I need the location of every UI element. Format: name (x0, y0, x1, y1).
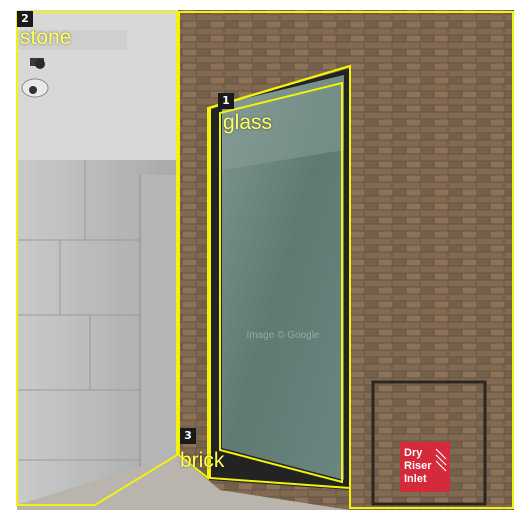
annotation-label-glass: glass (223, 111, 273, 134)
glass-annotation-inner-outline (219, 81, 343, 484)
dry-riser-panel (371, 380, 487, 506)
sign-line-3: Inlet (404, 473, 427, 485)
stone-annotation-outline (16, 11, 178, 506)
sign-line-2: Riser (404, 460, 432, 472)
annotation-label-stone: stone (20, 26, 72, 49)
security-camera-icon (21, 58, 49, 98)
annotation-label-brick: brick (180, 449, 225, 472)
stone-column (17, 10, 177, 505)
annotation-number-1: 1 (218, 93, 234, 109)
annotation-number-2: 2 (17, 11, 33, 27)
dry-riser-sign: Dry Riser Inlet (400, 442, 450, 492)
photo-watermark: Image © Google (247, 330, 320, 341)
glass-door (222, 75, 344, 480)
brick-annotation-outline (178, 11, 514, 509)
annotation-number-3: 3 (180, 428, 196, 444)
sign-line-1: Dry (404, 447, 423, 459)
